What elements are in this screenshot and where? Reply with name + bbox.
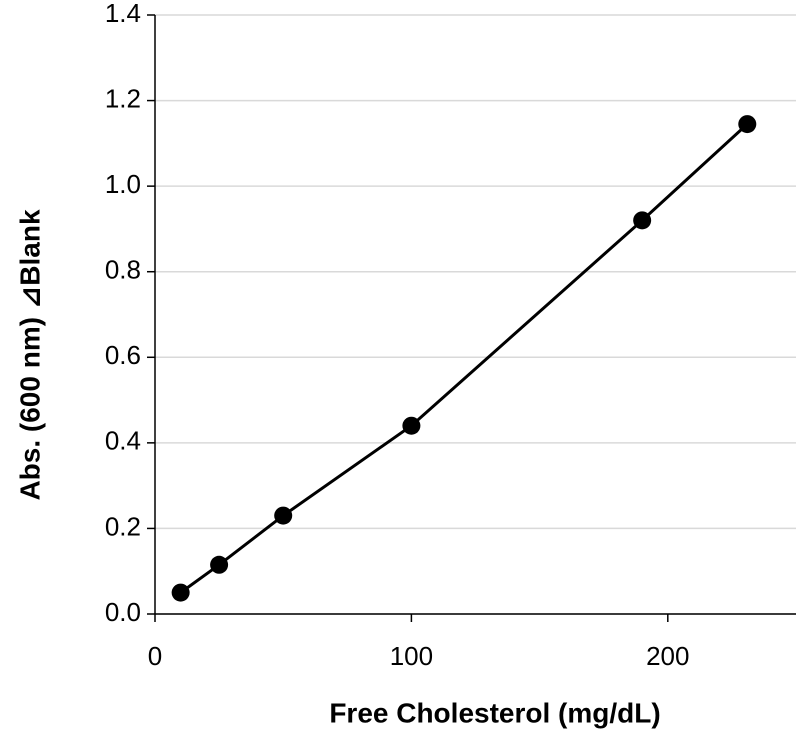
y-tick-label: 0.0 bbox=[105, 597, 141, 627]
x-tick-label: 200 bbox=[646, 641, 689, 671]
x-tick-label: 0 bbox=[148, 641, 162, 671]
fit-line bbox=[179, 122, 749, 594]
data-point bbox=[633, 211, 652, 230]
y-tick-label: 0.4 bbox=[105, 426, 141, 456]
y-tick-label: 1.2 bbox=[105, 83, 141, 113]
data-point bbox=[171, 583, 190, 602]
data-point bbox=[738, 115, 757, 134]
y-tick-label: 0.8 bbox=[105, 255, 141, 285]
y-tick-label: 0.6 bbox=[105, 340, 141, 370]
y-tick-label: 1.0 bbox=[105, 169, 141, 199]
data-point bbox=[274, 506, 293, 525]
x-axis-title: Free Cholesterol (mg/dL) bbox=[329, 697, 660, 728]
data-point bbox=[402, 416, 421, 435]
data-point bbox=[210, 555, 229, 574]
y-tick-label: 0.2 bbox=[105, 511, 141, 541]
y-axis-title: Abs. (600 nm) ⊿Blank bbox=[14, 209, 45, 501]
y-tick-label: 1.4 bbox=[105, 0, 141, 28]
x-tick-label: 100 bbox=[390, 641, 433, 671]
